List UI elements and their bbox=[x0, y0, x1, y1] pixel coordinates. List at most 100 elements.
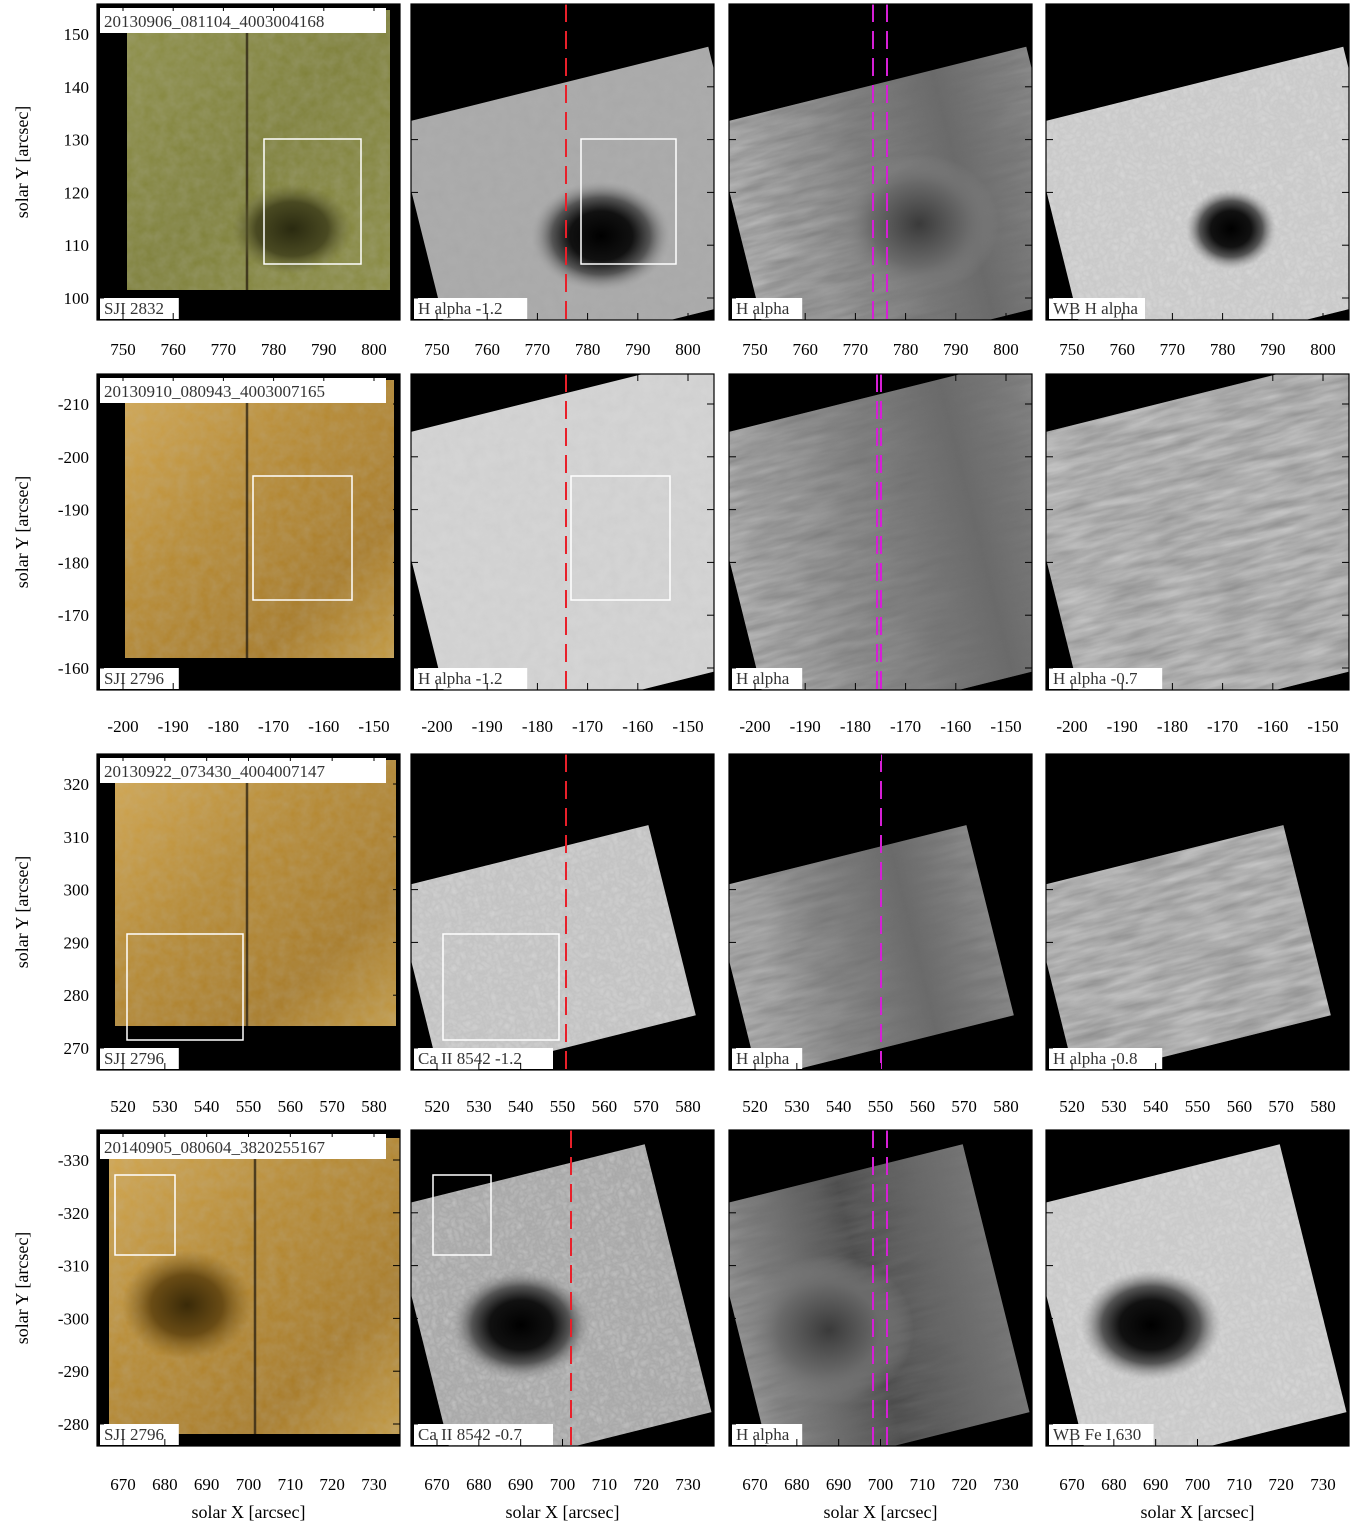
x-tick-label: 580 bbox=[361, 1097, 387, 1116]
x-tick-label: -170 bbox=[258, 717, 289, 736]
x-tick-label: 520 bbox=[742, 1097, 768, 1116]
x-tick-label: 780 bbox=[261, 340, 287, 359]
y-axis-label: solar Y [arcsec] bbox=[12, 476, 32, 589]
x-tick-label: 690 bbox=[508, 1475, 534, 1494]
x-tick-label: 720 bbox=[1268, 1475, 1294, 1494]
panel-r2-c2: H alpha -1.2 bbox=[410, 373, 715, 691]
y-tick-label: -320 bbox=[58, 1204, 89, 1223]
x-tick-label: 560 bbox=[910, 1097, 936, 1116]
x-axis-label: solar X [arcsec] bbox=[192, 1502, 306, 1522]
panel-label-bg bbox=[732, 1424, 803, 1445]
observation-id: 20130906_081104_4003004168 bbox=[104, 12, 324, 31]
panel-r2-c1: SJI 2796 20130910_080943_4003007165 bbox=[96, 373, 401, 691]
x-tick-label: 680 bbox=[466, 1475, 492, 1494]
panel-label: WB Fe I 630 bbox=[1053, 1425, 1141, 1444]
x-tick-label: 760 bbox=[792, 340, 818, 359]
panel-label-bg bbox=[732, 1048, 803, 1069]
context-box bbox=[580, 138, 677, 265]
x-tick-label: 780 bbox=[575, 340, 601, 359]
x-tick-label: 700 bbox=[550, 1475, 576, 1494]
x-tick-label: 720 bbox=[633, 1475, 659, 1494]
y-tick-label: 270 bbox=[64, 1039, 90, 1058]
x-tick-label: 770 bbox=[211, 340, 237, 359]
x-tick-label: 520 bbox=[424, 1097, 450, 1116]
x-tick-label: -150 bbox=[1307, 717, 1338, 736]
x-axis-label: solar X [arcsec] bbox=[506, 1502, 620, 1522]
x-tick-label: 790 bbox=[943, 340, 969, 359]
x-tick-label: -200 bbox=[1056, 717, 1087, 736]
x-tick-label: -170 bbox=[1207, 717, 1238, 736]
panel-label: SJI 2796 bbox=[104, 1425, 164, 1444]
panel-r3-c1: SJI 2796 20130922_073430_4004007147 bbox=[96, 753, 401, 1071]
panel-label-bg bbox=[732, 298, 803, 319]
y-tick-label: -190 bbox=[58, 501, 89, 520]
axis-labels: 750 760 770 780 790 800 100 110 120 130 140 150 750 7… bbox=[12, 25, 1339, 1522]
x-tick-label: 760 bbox=[160, 340, 186, 359]
x-axis-label: solar X [arcsec] bbox=[824, 1502, 938, 1522]
y-tick-label: 100 bbox=[64, 289, 90, 308]
x-tick-label: 690 bbox=[826, 1475, 852, 1494]
panel-label: SJI 2796 bbox=[104, 1049, 164, 1068]
x-tick-label: -190 bbox=[158, 717, 189, 736]
panel-label: H alpha bbox=[736, 669, 790, 688]
y-axis-label: solar Y [arcsec] bbox=[12, 106, 32, 219]
y-tick-label: -310 bbox=[58, 1257, 89, 1276]
x-tick-label: 540 bbox=[1143, 1097, 1169, 1116]
x-tick-label: 800 bbox=[993, 340, 1019, 359]
x-tick-label: 680 bbox=[784, 1475, 810, 1494]
x-tick-label: -180 bbox=[208, 717, 239, 736]
x-tick-label: 550 bbox=[550, 1097, 576, 1116]
context-box bbox=[263, 138, 362, 265]
context-box bbox=[570, 475, 671, 601]
x-tick-label: -160 bbox=[1257, 717, 1288, 736]
x-tick-label: 800 bbox=[1310, 340, 1336, 359]
x-tick-label: 570 bbox=[633, 1097, 659, 1116]
x-tick-label: 560 bbox=[1227, 1097, 1253, 1116]
panel-label: H alpha -0.8 bbox=[1053, 1049, 1138, 1068]
x-tick-label: 780 bbox=[1210, 340, 1236, 359]
panel-label-bg bbox=[414, 1424, 553, 1445]
x-tick-label: 770 bbox=[843, 340, 869, 359]
x-tick-label: 760 bbox=[1109, 340, 1135, 359]
x-tick-label: -180 bbox=[522, 717, 553, 736]
panel-label: WB H alpha bbox=[1053, 299, 1138, 318]
x-tick-label: -180 bbox=[840, 717, 871, 736]
panel-label: H alpha bbox=[736, 1049, 790, 1068]
x-tick-label: 710 bbox=[592, 1475, 618, 1494]
panel-r1-c1: SJI 2832 20130906_081104_4003004168 bbox=[96, 3, 401, 321]
x-tick-label: 750 bbox=[742, 340, 768, 359]
x-tick-label: 560 bbox=[592, 1097, 618, 1116]
panel-label-bg bbox=[1049, 1048, 1163, 1069]
y-tick-label: -210 bbox=[58, 395, 89, 414]
x-tick-label: 670 bbox=[110, 1475, 136, 1494]
observation-id: 20130910_080943_4003007165 bbox=[104, 382, 325, 401]
x-tick-label: 770 bbox=[525, 340, 551, 359]
panel-label: Ca II 8542 -1.2 bbox=[418, 1049, 522, 1068]
x-tick-label: 710 bbox=[910, 1475, 936, 1494]
x-tick-label: 730 bbox=[1310, 1475, 1336, 1494]
x-tick-label: -200 bbox=[739, 717, 770, 736]
x-tick-label: 750 bbox=[110, 340, 136, 359]
y-axis-label: solar Y [arcsec] bbox=[12, 1232, 32, 1345]
x-tick-label: 670 bbox=[742, 1475, 768, 1494]
x-tick-label: -170 bbox=[572, 717, 603, 736]
x-tick-label: 570 bbox=[1268, 1097, 1294, 1116]
x-tick-label: 680 bbox=[1101, 1475, 1127, 1494]
x-tick-label: 670 bbox=[424, 1475, 450, 1494]
panel-r3-c4: H alpha -0.8 bbox=[1045, 753, 1350, 1071]
x-tick-label: 580 bbox=[675, 1097, 701, 1116]
x-tick-label: 700 bbox=[1185, 1475, 1211, 1494]
context-box bbox=[432, 1174, 492, 1256]
context-box bbox=[126, 933, 244, 1041]
panel-label: H alpha bbox=[736, 299, 790, 318]
panel-label-bg bbox=[414, 1048, 553, 1069]
panel-r2-c3: H alpha bbox=[728, 373, 1033, 691]
x-tick-label: 700 bbox=[868, 1475, 894, 1494]
x-tick-label: 800 bbox=[675, 340, 701, 359]
panel-label-bg bbox=[1049, 1424, 1154, 1445]
y-tick-label: 310 bbox=[64, 828, 90, 847]
x-tick-label: -190 bbox=[790, 717, 821, 736]
y-tick-label: -280 bbox=[58, 1415, 89, 1434]
panel-label: H alpha -1.2 bbox=[418, 669, 503, 688]
